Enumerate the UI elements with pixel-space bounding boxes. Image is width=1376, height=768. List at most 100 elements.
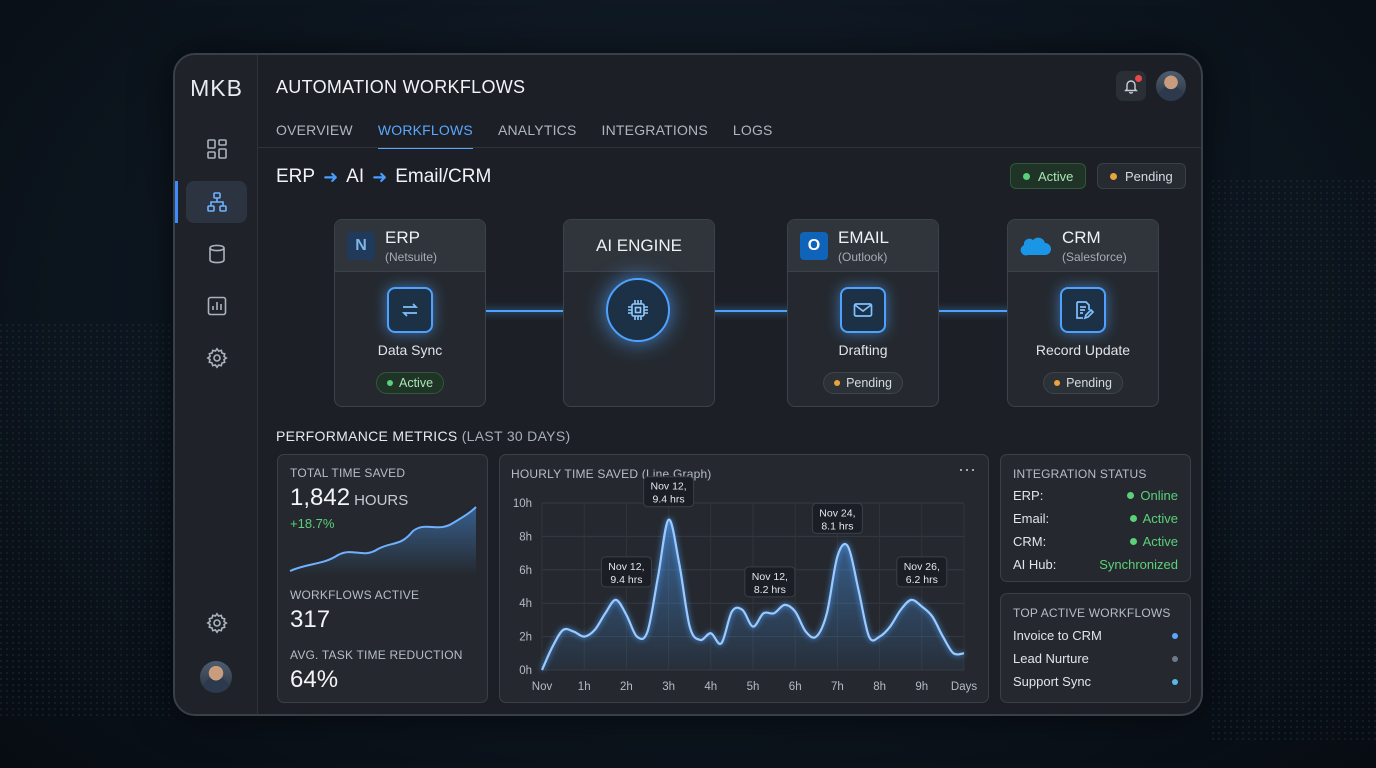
y-tick-label: 6h bbox=[519, 565, 532, 577]
status-filter-label: Active bbox=[1038, 168, 1074, 184]
sidebar-item-dashboard[interactable] bbox=[186, 128, 247, 170]
annotation-value: 9.4 hrs bbox=[653, 494, 685, 506]
node-header: CRM (Salesforce) bbox=[1008, 220, 1158, 272]
status-dot bbox=[1023, 172, 1030, 180]
x-tick-label: 5h bbox=[747, 681, 760, 693]
header-avatar[interactable] bbox=[1156, 71, 1186, 101]
status-dot bbox=[1129, 515, 1137, 522]
series-line bbox=[540, 518, 965, 671]
flow-part-erp: ERP bbox=[276, 166, 316, 187]
tab-overview[interactable]: OVERVIEW bbox=[276, 122, 353, 138]
node-status-badge: Pending bbox=[823, 372, 903, 394]
annotation-date: Nov 12, bbox=[752, 571, 788, 583]
annotation-value: 8.1 hrs bbox=[821, 520, 853, 532]
integration-status-text: Synchronized bbox=[1099, 557, 1178, 572]
node-subtitle: (Salesforce) bbox=[1062, 249, 1127, 264]
workflow-icon bbox=[206, 192, 227, 212]
node-status-badge: Active bbox=[375, 372, 445, 394]
flow-part-ai: AI bbox=[346, 166, 365, 187]
status-filter-pending[interactable]: Pending bbox=[1097, 163, 1186, 189]
tab-bar: OVERVIEW WORKFLOWS ANALYTICS INTEGRATION… bbox=[276, 122, 798, 149]
node-status-text: Pending bbox=[846, 376, 892, 390]
flow-part-email-crm: Email/CRM bbox=[395, 166, 492, 187]
salesforce-logo-icon bbox=[1020, 237, 1051, 255]
sidebar-bottom-settings[interactable] bbox=[186, 602, 247, 644]
tab-integrations[interactable]: INTEGRATIONS bbox=[601, 122, 708, 138]
kpi-value: 1,842 HOURS bbox=[290, 484, 408, 512]
arrow-right-icon: ➜ bbox=[372, 166, 388, 187]
edit-record-icon bbox=[1076, 301, 1095, 320]
node-action-button[interactable] bbox=[840, 287, 886, 333]
sidebar-item-analytics[interactable] bbox=[186, 285, 247, 327]
integration-status-text: Active bbox=[1142, 511, 1178, 526]
netsuite-logo-icon: N bbox=[347, 231, 375, 260]
node-title: EMAIL bbox=[838, 227, 890, 247]
status-dot bbox=[1172, 655, 1178, 662]
top-workflows-title: TOP ACTIVE WORKFLOWS bbox=[1013, 606, 1171, 620]
annotation-date: Nov 24, bbox=[819, 507, 855, 519]
y-tick-label: 8h bbox=[519, 531, 532, 543]
node-status-text: Pending bbox=[1066, 376, 1112, 390]
x-tick-label: 1h bbox=[578, 681, 591, 693]
status-dot bbox=[1129, 538, 1137, 545]
y-tick-label: 4h bbox=[519, 598, 532, 610]
node-subtitle: (Outlook) bbox=[838, 249, 888, 264]
workflow-node-crm[interactable]: CRM (Salesforce) Record Update Pending bbox=[1007, 219, 1159, 407]
integration-status-card: INTEGRATION STATUS ERP: Online Email: Ac… bbox=[1000, 454, 1191, 582]
status-dot bbox=[1127, 492, 1135, 499]
annotation-date: Nov 26, bbox=[904, 561, 940, 573]
sidebar-item-database[interactable] bbox=[186, 233, 247, 275]
tab-logs[interactable]: LOGS bbox=[732, 122, 773, 138]
more-icon[interactable]: ··· bbox=[958, 459, 976, 479]
kpi-value: 64% bbox=[290, 666, 339, 693]
database-icon bbox=[208, 244, 225, 264]
integration-name: CRM: bbox=[1013, 534, 1047, 549]
mail-icon bbox=[853, 303, 873, 317]
integration-status-text: Online bbox=[1140, 488, 1178, 503]
line-chart: 0h 2h 4h 6h 8h 10h Nov 1h 2h 3h 4h 5h 6h 7h 8h 9h Days No… bbox=[513, 476, 977, 693]
user-avatar[interactable] bbox=[200, 661, 232, 693]
x-tick-label: 9h bbox=[915, 681, 928, 693]
tab-analytics[interactable]: ANALYTICS bbox=[497, 122, 577, 138]
cpu-chip-icon bbox=[628, 300, 648, 320]
node-action-button[interactable] bbox=[387, 287, 433, 333]
workflow-node-email[interactable]: O EMAIL (Outlook) Drafting Pending bbox=[787, 219, 939, 407]
kpi-label: TOTAL TIME SAVED bbox=[290, 466, 406, 480]
tab-workflows[interactable]: WORKFLOWS bbox=[377, 122, 473, 149]
workflow-node-erp[interactable]: N ERP (Netsuite) Data Sync Active bbox=[334, 219, 486, 407]
kpi-total-time-saved: TOTAL TIME SAVED 1,842 HOURS +18.7% bbox=[290, 466, 408, 531]
sidebar-item-workflows[interactable] bbox=[186, 181, 247, 223]
notifications-button[interactable] bbox=[1116, 71, 1146, 101]
y-tick-label: 10h bbox=[513, 498, 532, 510]
status-filter-active[interactable]: Active bbox=[1010, 163, 1087, 189]
kpi-value: 317 bbox=[290, 606, 331, 633]
x-tick-label: Days bbox=[951, 681, 977, 693]
node-header: O EMAIL (Outlook) bbox=[788, 220, 938, 272]
integration-name: AI Hub: bbox=[1013, 557, 1057, 572]
workflow-name: Lead Nurture bbox=[1013, 651, 1089, 666]
workflow-list-item[interactable]: Lead Nurture bbox=[1013, 651, 1178, 666]
annotation-bubble bbox=[744, 566, 796, 598]
dashboard-icon bbox=[206, 139, 227, 159]
x-tick-label: 7h bbox=[831, 681, 844, 693]
kpi-avg-task-reduction: AVG. TASK TIME REDUCTION 64% bbox=[290, 648, 463, 694]
node-action-button[interactable] bbox=[1060, 287, 1106, 333]
y-tick-label: 0h bbox=[519, 665, 532, 677]
sidebar-item-settings[interactable] bbox=[186, 337, 247, 379]
integration-row: Email: Active bbox=[1013, 511, 1178, 526]
workflow-list-item[interactable]: Support Sync bbox=[1013, 674, 1178, 689]
integration-status: Active bbox=[1129, 534, 1178, 549]
node-action-label: Drafting bbox=[838, 342, 888, 358]
integration-name: ERP: bbox=[1013, 488, 1044, 503]
page-title: AUTOMATION WORKFLOWS bbox=[276, 77, 526, 97]
sparkline-area bbox=[290, 507, 476, 575]
annotation-date: Nov 12, bbox=[651, 481, 687, 493]
workflow-list-item[interactable]: Invoice to CRM bbox=[1013, 628, 1178, 643]
app-window: MKB AUTOMATION WORKFLOWS OVERVIEW WORKFL… bbox=[173, 53, 1203, 716]
integration-status: Online bbox=[1127, 488, 1178, 503]
x-tick-label: 3h bbox=[662, 681, 675, 693]
node-action-button[interactable] bbox=[606, 278, 670, 342]
node-header: AI ENGINE bbox=[564, 220, 714, 272]
workflow-node-ai-engine[interactable]: AI ENGINE bbox=[563, 219, 715, 407]
annotation-bubble bbox=[643, 476, 695, 508]
